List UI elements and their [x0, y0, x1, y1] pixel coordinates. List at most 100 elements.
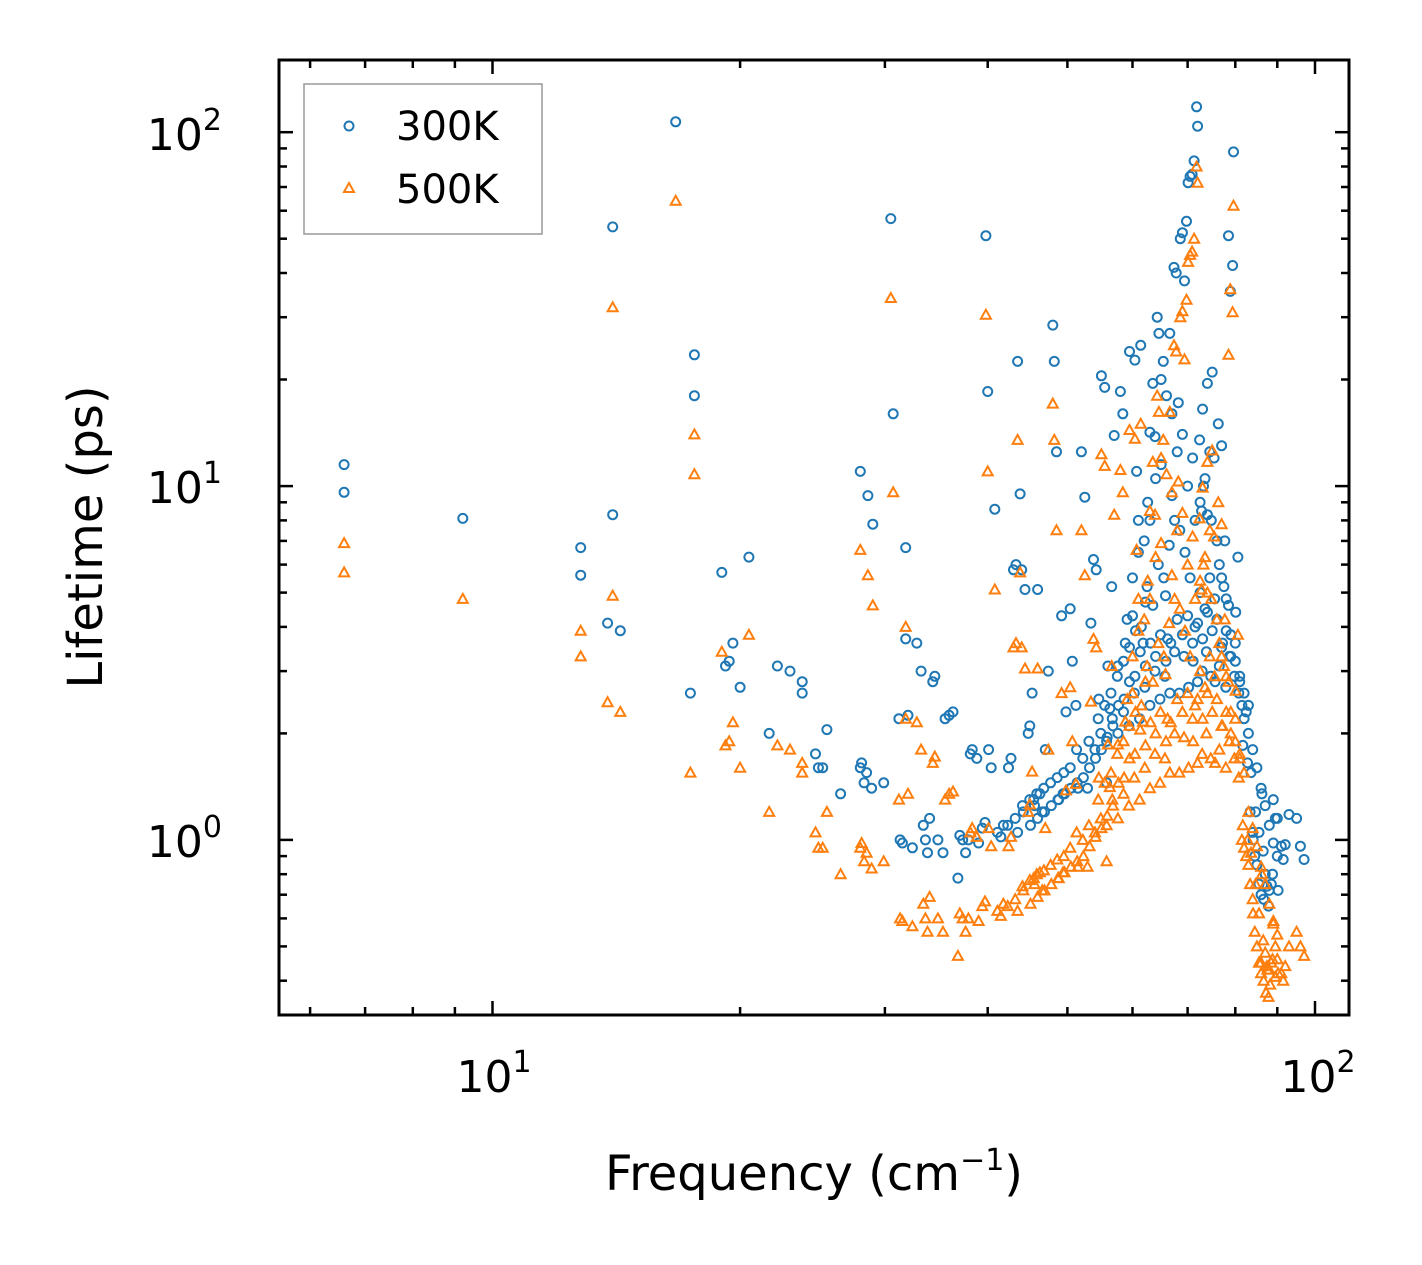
- point-500k: [337, 565, 351, 578]
- point-300k: [960, 847, 972, 859]
- point-500k: [918, 911, 933, 924]
- point-500k: [1151, 636, 1165, 649]
- point-300k: [856, 757, 868, 769]
- point-500k: [683, 765, 698, 778]
- point-300k: [1179, 546, 1191, 558]
- point-300k: [995, 831, 1007, 843]
- point-500k: [861, 568, 875, 581]
- point-500k: [1258, 877, 1272, 890]
- point-300k: [1022, 727, 1034, 739]
- point-300k: [957, 834, 969, 846]
- point-500k: [1009, 636, 1023, 649]
- point-500k: [1205, 443, 1219, 456]
- point-300k: [983, 744, 995, 756]
- y-tick-label-100: 102: [147, 103, 222, 161]
- point-300k: [906, 842, 918, 854]
- point-300k: [1124, 641, 1135, 653]
- point-300k: [1201, 606, 1213, 618]
- point-500k: [1224, 726, 1238, 739]
- point-500k: [1260, 962, 1274, 975]
- point-500k: [905, 919, 920, 932]
- point-500k: [1153, 775, 1167, 788]
- point-300k: [575, 542, 587, 554]
- point-500k: [931, 911, 945, 924]
- point-300k: [1012, 355, 1024, 367]
- point-300k: [1117, 408, 1129, 420]
- point-300k: [911, 637, 923, 649]
- point-500k: [1013, 565, 1027, 578]
- point-500k: [1116, 734, 1131, 747]
- point-300k: [1216, 440, 1228, 452]
- point-300k: [862, 490, 874, 502]
- point-500k: [1137, 612, 1151, 625]
- point-500k: [1188, 591, 1202, 604]
- point-500k: [1262, 896, 1276, 909]
- point-500k: [1194, 582, 1209, 595]
- point-300k: [812, 762, 824, 774]
- point-500k: [1043, 857, 1058, 870]
- point-300k: [1194, 496, 1206, 508]
- point-500k: [1254, 859, 1268, 872]
- point-500k: [1128, 431, 1142, 444]
- point-500k: [1297, 948, 1311, 961]
- point-500k: [1030, 867, 1044, 880]
- point-300k: [1267, 837, 1279, 849]
- point-500k: [1116, 786, 1131, 799]
- point-300k: [1182, 610, 1194, 622]
- point-500k: [1171, 474, 1185, 487]
- point-300k: [1291, 812, 1303, 824]
- point-500k: [895, 913, 910, 926]
- point-300k: [1227, 260, 1239, 271]
- point-300k: [684, 687, 696, 699]
- point-300k: [1263, 819, 1275, 831]
- point-500k: [1143, 503, 1157, 516]
- point-300k: [896, 837, 908, 849]
- point-300k: [1181, 215, 1192, 227]
- point-300k: [1048, 355, 1060, 367]
- point-300k: [982, 386, 994, 397]
- point-500k: [958, 924, 973, 937]
- point-500k: [1175, 505, 1190, 518]
- point-300k: [1024, 720, 1036, 732]
- point-300k: [1108, 430, 1120, 441]
- point-300k: [1187, 637, 1199, 649]
- point-500k: [1008, 892, 1022, 905]
- legend-marker-300k: [343, 120, 355, 132]
- point-300k: [1242, 699, 1254, 711]
- point-500k: [1041, 742, 1055, 755]
- point-300k: [1019, 584, 1031, 595]
- point-300k: [1131, 465, 1143, 477]
- point-300k: [915, 665, 927, 677]
- point-300k: [1032, 812, 1044, 824]
- point-500k: [1154, 450, 1168, 463]
- point-500k: [1162, 616, 1176, 629]
- point-500k: [456, 591, 470, 604]
- point-500k: [961, 911, 976, 924]
- point-300k: [1032, 584, 1044, 595]
- point-500k: [1219, 669, 1233, 682]
- point-300k: [1179, 275, 1190, 287]
- point-500k: [1076, 832, 1090, 845]
- point-300k: [1092, 713, 1104, 725]
- point-500k: [1105, 658, 1119, 671]
- point-500k: [1259, 985, 1273, 998]
- point-300k: [821, 724, 833, 736]
- legend-marker-500k: [342, 180, 356, 193]
- point-300k: [1025, 819, 1036, 831]
- point-500k: [1205, 704, 1219, 717]
- point-500k: [971, 913, 986, 926]
- point-300k: [1045, 800, 1057, 812]
- point-300k: [1141, 581, 1153, 593]
- point-300k: [1272, 884, 1284, 896]
- point-500k: [1186, 734, 1200, 747]
- point-500k: [1065, 734, 1079, 747]
- point-300k: [1005, 752, 1017, 764]
- point-500k: [1214, 649, 1229, 662]
- point-500k: [920, 924, 935, 937]
- point-300k: [1168, 261, 1180, 273]
- point-300k: [1066, 655, 1078, 667]
- point-500k: [1226, 198, 1241, 211]
- point-500k: [1015, 879, 1030, 892]
- point-500k: [1122, 718, 1137, 731]
- point-500k: [1207, 529, 1221, 542]
